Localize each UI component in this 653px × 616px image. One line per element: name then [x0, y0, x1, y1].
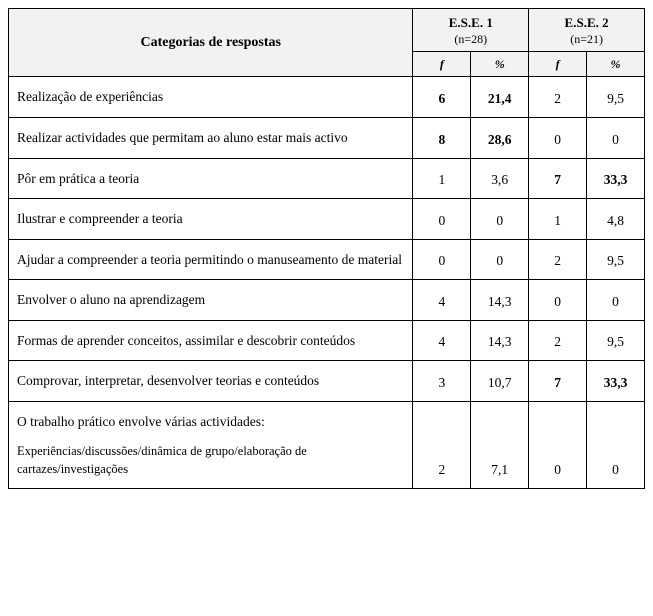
cell-value: 6: [413, 77, 471, 118]
table: Categorias de respostas E.S.E. 1 (n=28) …: [8, 8, 645, 489]
table-row: Pôr em prática a teoria 13,6733,3: [9, 158, 645, 199]
cell-value: 33,3: [587, 361, 645, 402]
cell-value: 7: [529, 361, 587, 402]
row-label: Ilustrar e compreender a teoria: [9, 199, 413, 240]
header-categories: Categorias de respostas: [9, 9, 413, 77]
row-label: Realização de experiências: [9, 77, 413, 118]
cell-value: 4,8: [587, 199, 645, 240]
row-label-text: Envolver o aluno na aprendizagem: [17, 292, 205, 307]
cell-value: 14,3: [471, 320, 529, 361]
row-sublabel-text: Experiências/discussões/dinâmica de grup…: [17, 442, 404, 478]
row-label: Formas de aprender conceitos, assimilar …: [9, 320, 413, 361]
table-row: Ilustrar e compreender a teoria0014,8: [9, 199, 645, 240]
table-row: Realizar actividades que permitam ao alu…: [9, 118, 645, 159]
table-row: Ajudar a compreender a teoria permitindo…: [9, 239, 645, 280]
table-body: Realização de experiências621,429,5Reali…: [9, 77, 645, 488]
table-row: Comprovar, interpretar, desenvolver teor…: [9, 361, 645, 402]
cell-value: 7,1: [471, 401, 529, 488]
cell-value: 0: [471, 239, 529, 280]
cell-value: 4: [413, 280, 471, 321]
table-row: Formas de aprender conceitos, assimilar …: [9, 320, 645, 361]
table-row: Envolver o aluno na aprendizagem414,300: [9, 280, 645, 321]
header-group-ese2: E.S.E. 2 (n=21): [529, 9, 645, 52]
row-label-text: Ajudar a compreender a teoria permitindo…: [17, 252, 402, 267]
row-label-text: Pôr em prática a teoria: [17, 171, 139, 186]
cell-value: 2: [413, 401, 471, 488]
row-label: Comprovar, interpretar, desenvolver teor…: [9, 361, 413, 402]
response-categories-table: Categorias de respostas E.S.E. 1 (n=28) …: [8, 8, 645, 489]
cell-value: 0: [413, 199, 471, 240]
group2-title: E.S.E. 2: [529, 15, 644, 32]
header-f-1: f: [413, 52, 471, 77]
row-label: Ajudar a compreender a teoria permitindo…: [9, 239, 413, 280]
table-row: O trabalho prático envolve várias activi…: [9, 401, 645, 488]
cell-value: 21,4: [471, 77, 529, 118]
row-label-text: Ilustrar e compreender a teoria: [17, 211, 183, 226]
cell-value: 9,5: [587, 320, 645, 361]
header-group-ese1: E.S.E. 1 (n=28): [413, 9, 529, 52]
cell-value: 2: [529, 239, 587, 280]
row-label-text: Realizar actividades que permitam ao alu…: [17, 130, 348, 145]
cell-value: 3,6: [471, 158, 529, 199]
cell-value: 0: [587, 280, 645, 321]
row-label: O trabalho prático envolve várias activi…: [9, 401, 413, 488]
cell-value: 0: [529, 401, 587, 488]
row-label: Pôr em prática a teoria: [9, 158, 413, 199]
cell-value: 0: [471, 199, 529, 240]
header-pct-1: %: [471, 52, 529, 77]
cell-value: 2: [529, 320, 587, 361]
cell-value: 0: [587, 118, 645, 159]
cell-value: 0: [587, 401, 645, 488]
cell-value: 7: [529, 158, 587, 199]
table-row: Realização de experiências 621,429,5: [9, 77, 645, 118]
row-label: Envolver o aluno na aprendizagem: [9, 280, 413, 321]
cell-value: 4: [413, 320, 471, 361]
cell-value: 28,6: [471, 118, 529, 159]
row-label-text: Comprovar, interpretar, desenvolver teor…: [17, 373, 319, 388]
cell-value: 9,5: [587, 77, 645, 118]
cell-value: 0: [529, 118, 587, 159]
cell-value: 1: [413, 158, 471, 199]
cell-value: 3: [413, 361, 471, 402]
cell-value: 14,3: [471, 280, 529, 321]
group1-title: E.S.E. 1: [413, 15, 528, 32]
cell-value: 2: [529, 77, 587, 118]
cell-value: 10,7: [471, 361, 529, 402]
table-head: Categorias de respostas E.S.E. 1 (n=28) …: [9, 9, 645, 77]
cell-value: 8: [413, 118, 471, 159]
cell-value: 0: [413, 239, 471, 280]
cell-value: 9,5: [587, 239, 645, 280]
cell-value: 0: [529, 280, 587, 321]
cell-value: 1: [529, 199, 587, 240]
row-label-text: Formas de aprender conceitos, assimilar …: [17, 333, 355, 348]
row-label: Realizar actividades que permitam ao alu…: [9, 118, 413, 159]
header-pct-2: %: [587, 52, 645, 77]
row-label-text: Realização de experiências: [17, 89, 163, 104]
header-f-2: f: [529, 52, 587, 77]
cell-value: 33,3: [587, 158, 645, 199]
row-label-text: O trabalho prático envolve várias activi…: [17, 414, 265, 429]
group1-n: (n=28): [413, 32, 528, 48]
group2-n: (n=21): [529, 32, 644, 48]
